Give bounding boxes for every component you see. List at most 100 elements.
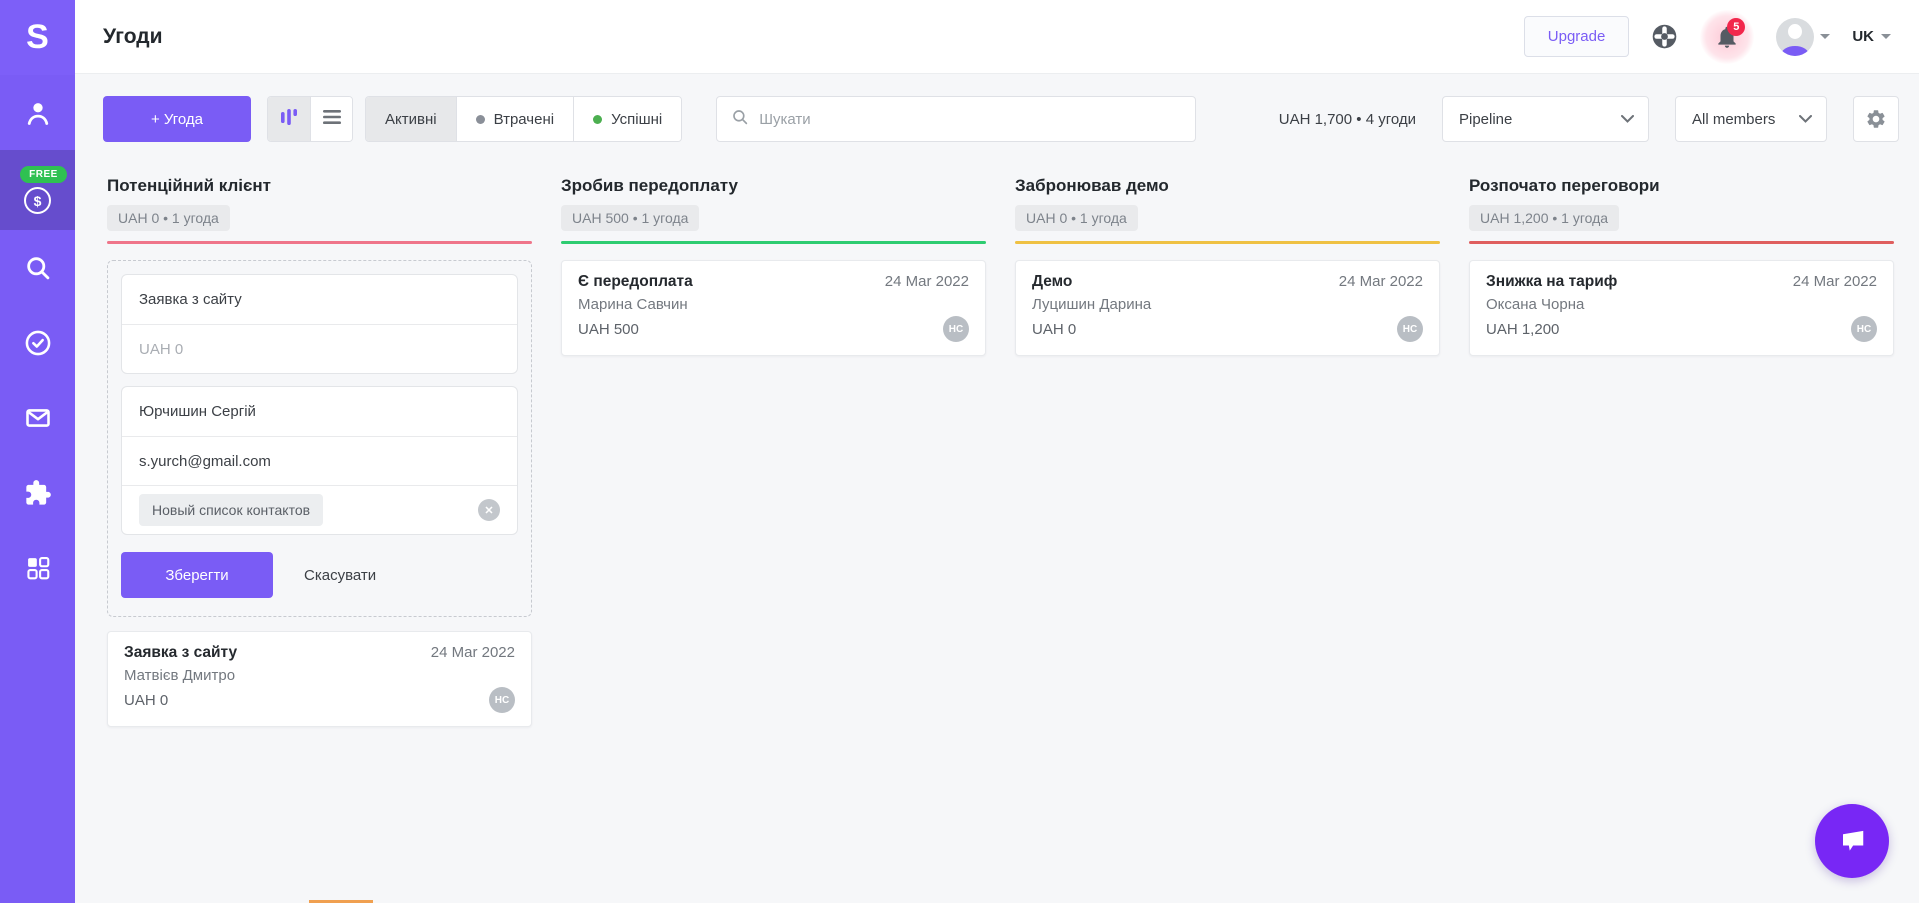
sidebar-item-search[interactable]: [0, 230, 75, 305]
column-accent-bar: [1015, 241, 1440, 244]
sidebar-item-tasks[interactable]: [0, 305, 75, 380]
deal-name-input[interactable]: [139, 291, 500, 308]
contact-list-chip: Новый список контактов: [139, 494, 324, 526]
tab-label: Активні: [385, 110, 437, 128]
deal-title: Демо: [1032, 273, 1073, 290]
upgrade-button[interactable]: Upgrade: [1523, 16, 1630, 57]
page-title: Угоди: [103, 24, 163, 48]
column-title: Зробив передоплату: [561, 176, 739, 195]
deal-contact: Оксана Чорна: [1486, 296, 1585, 313]
tab-Втрачені[interactable]: Втрачені: [455, 97, 574, 141]
column-summary: UAH 500 • 1 угода: [561, 205, 700, 231]
cancel-button[interactable]: Скасувати: [304, 566, 377, 584]
puzzle-icon: [24, 479, 52, 507]
search-box: [716, 96, 1197, 142]
free-badge: FREE: [20, 166, 67, 183]
deal-card[interactable]: Демо 24 Mar 2022 Луцишин Дарина UAH 0 НС: [1015, 260, 1440, 356]
topbar: Угоди Upgrade 5 UK: [75, 0, 1919, 74]
bottom-edge-element: [309, 900, 373, 903]
kanban-column: Потенційний клієнт UAH 0 • 1 угода Новый…: [107, 176, 532, 727]
deal-card[interactable]: Є передоплата 24 Mar 2022 Марина Савчин …: [561, 260, 986, 356]
list-view-button[interactable]: [310, 97, 352, 141]
chat-bubble-icon: [1843, 830, 1864, 851]
person-icon: [24, 99, 52, 127]
notifications-bell-icon[interactable]: 5: [1700, 9, 1755, 64]
members-value: All members: [1692, 110, 1776, 128]
mail-icon: [24, 404, 52, 432]
view-toggle: [267, 96, 353, 142]
contact-email-input[interactable]: [139, 452, 500, 470]
contact-fields-group: Новый список контактов ✕: [121, 386, 518, 535]
deal-title: Заявка з сайту: [124, 644, 238, 661]
tab-Активні[interactable]: Активні: [366, 97, 456, 141]
column-summary: UAH 0 • 1 угода: [107, 205, 230, 231]
deal-owner-badge: НС: [943, 316, 969, 342]
search-input[interactable]: [759, 110, 1182, 128]
main-area: Угоди Upgrade 5 UK: [75, 0, 1919, 903]
deal-card[interactable]: Заявка з сайту 24 Mar 2022 Матвієв Дмитр…: [107, 631, 532, 727]
add-deal-button[interactable]: + Угода: [103, 96, 251, 142]
column-cards: Новый список контактов ✕ Зберегти Скасув…: [107, 260, 532, 727]
status-dot: [593, 114, 603, 124]
deal-amount: UAH 1,200: [1486, 320, 1560, 338]
deal-date: 24 Mar 2022: [1792, 273, 1877, 290]
pipeline-value: Pipeline: [1459, 110, 1513, 128]
pipeline-select[interactable]: Pipeline: [1442, 96, 1649, 142]
sidebar-item-deals[interactable]: FREE $: [0, 150, 75, 230]
contact-name-input[interactable]: [139, 403, 500, 420]
chat-widget-button[interactable]: [1815, 804, 1889, 878]
language-selector[interactable]: UK: [1852, 28, 1891, 45]
chevron-down-icon: [1799, 115, 1812, 123]
kanban-board: Потенційний клієнт UAH 0 • 1 угода Новый…: [75, 142, 1919, 727]
deal-fields-group: [121, 274, 518, 374]
dollar-icon: $: [24, 187, 51, 214]
notification-count-badge: 5: [1727, 17, 1746, 36]
sidebar-item-integrations[interactable]: [0, 455, 75, 530]
tab-label: Успішні: [611, 110, 663, 128]
deal-date: 24 Mar 2022: [884, 273, 969, 290]
deal-date: 24 Mar 2022: [430, 644, 515, 661]
sidebar-item-apps[interactable]: [0, 530, 75, 605]
deal-amount: UAH 0: [1032, 320, 1077, 338]
column-title: Забронював демо: [1015, 176, 1169, 195]
kanban-view-button[interactable]: [268, 97, 310, 141]
column-accent-bar: [1469, 241, 1894, 244]
app-logo[interactable]: S: [0, 0, 75, 75]
deal-date: 24 Mar 2022: [1338, 273, 1423, 290]
search-icon: [24, 254, 52, 282]
column-accent-bar: [561, 241, 986, 244]
column-title: Розпочато переговори: [1469, 176, 1660, 195]
deal-amount: UAH 500: [578, 320, 639, 338]
chevron-down-icon: [1621, 115, 1634, 123]
kanban-column: Розпочато переговори UAH 1,200 • 1 угода…: [1469, 176, 1894, 727]
members-select[interactable]: All members: [1675, 96, 1827, 142]
new-deal-form: Новый список контактов ✕ Зберегти Скасув…: [107, 260, 532, 617]
board-settings-button[interactable]: [1853, 96, 1899, 142]
remove-chip-icon[interactable]: ✕: [478, 499, 500, 521]
deals-total-summary: UAH 1,700 • 4 угоди: [1278, 110, 1416, 128]
kanban-column: Зробив передоплату UAH 500 • 1 угода Є п…: [561, 176, 986, 727]
deal-owner-badge: НС: [1851, 316, 1877, 342]
column-title: Потенційний клієнт: [107, 176, 271, 195]
tab-Успішні[interactable]: Успішні: [573, 97, 682, 141]
check-circle-icon: [24, 329, 52, 357]
column-summary: UAH 0 • 1 угода: [1015, 205, 1138, 231]
column-cards: Є передоплата 24 Mar 2022 Марина Савчин …: [561, 260, 986, 356]
tab-label: Втрачені: [493, 110, 555, 128]
column-accent-bar: [107, 241, 532, 244]
column-summary: UAH 1,200 • 1 угода: [1469, 205, 1620, 231]
deal-owner-badge: НС: [489, 687, 515, 713]
deal-title: Знижка на тариф: [1486, 273, 1618, 290]
deal-amount-input[interactable]: [139, 340, 500, 358]
list-icon: [322, 109, 342, 130]
save-button[interactable]: Зберегти: [121, 552, 273, 598]
sidebar-item-mail[interactable]: [0, 380, 75, 455]
deal-card[interactable]: Знижка на тариф 24 Mar 2022 Оксана Чорна…: [1469, 260, 1894, 356]
user-menu[interactable]: [1776, 17, 1831, 56]
help-icon[interactable]: [1651, 23, 1678, 50]
gear-icon: [1867, 110, 1885, 128]
kanban-column: Забронював демо UAH 0 • 1 угода Демо 24 …: [1015, 176, 1440, 727]
sidebar-item-contacts[interactable]: [0, 75, 75, 150]
column-cards: Демо 24 Mar 2022 Луцишин Дарина UAH 0 НС: [1015, 260, 1440, 356]
